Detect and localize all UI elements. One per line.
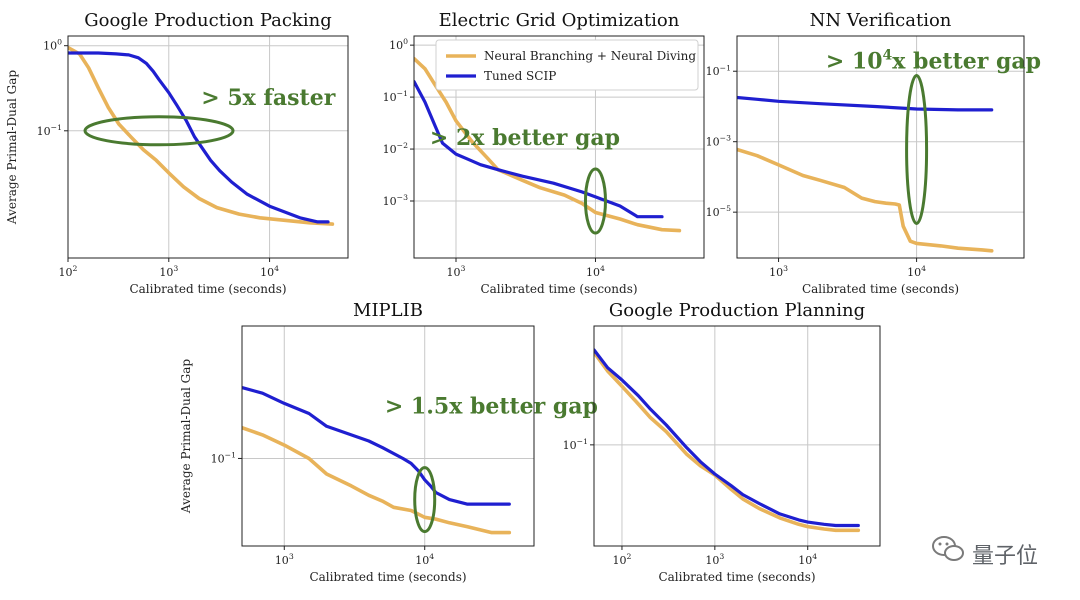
series-line-scip <box>414 79 664 219</box>
chart-miplib: 103 104 10−1 MIPLIB Calibrated time (seconds… <box>179 300 598 584</box>
x-tick-label: 104 <box>798 552 817 567</box>
y-tick-label: 10−1 <box>563 437 588 452</box>
panels-layer: 102 103 104 10−1 100 Google Production Packin… <box>5 10 1041 584</box>
y-axis-label: Average Primal-Dual Gap <box>179 359 193 515</box>
chart-planning: 102 103 104 10−1 Google Production Planning C… <box>563 300 881 584</box>
y-tick-label: 10−1 <box>37 123 62 138</box>
series-line-scip <box>737 95 994 112</box>
series-line-neural <box>414 56 682 233</box>
legend: Neural Branching + Neural Diving Tuned SC… <box>435 39 699 91</box>
chart-title: NN Verification <box>810 10 952 31</box>
plot-frame <box>593 325 881 547</box>
y-tick-label: 10−2 <box>383 141 408 156</box>
x-tick-label: 103 <box>275 552 294 567</box>
chart-grid: 103 104 10−3 10−2 10−1 100 Electric Grid Optim… <box>383 10 705 296</box>
x-tick-label: 103 <box>705 552 724 567</box>
y-tick-label: 10−1 <box>706 63 731 78</box>
x-axis-label: Calibrated time (seconds) <box>129 282 286 296</box>
series-line-neural <box>242 425 512 535</box>
watermark-text: 量子位 <box>972 544 1039 569</box>
x-tick-label: 102 <box>59 264 78 279</box>
x-tick-label: 104 <box>586 264 605 279</box>
chart-nnv: 103 104 10−5 10−3 10−1 NN Verification Calibra… <box>706 10 1041 296</box>
annotation-ellipse <box>83 115 235 147</box>
annotation-ellipse <box>905 74 929 226</box>
annotation-text: > 2x better gap <box>430 125 620 151</box>
y-tick-label: 10−1 <box>211 451 236 466</box>
series-line-scip <box>242 386 511 506</box>
chart-title: Google Production Packing <box>84 10 332 31</box>
x-axis-label: Calibrated time (seconds) <box>658 570 815 584</box>
annotation-text: > 5x faster <box>201 85 335 111</box>
y-axis-label: Average Primal-Dual Gap <box>5 70 19 226</box>
x-axis-label: Calibrated time (seconds) <box>480 282 637 296</box>
legend-label-scip: Tuned SCIP <box>484 69 556 83</box>
annotation-text: > 104x better gap <box>826 47 1041 74</box>
annotation-text: > 1.5x better gap <box>385 394 598 420</box>
annotation-ellipse <box>413 466 437 534</box>
series-line-scip <box>68 51 330 224</box>
plot-frame <box>241 325 535 547</box>
y-tick-label: 10−1 <box>383 89 408 104</box>
x-axis-label: Calibrated time (seconds) <box>802 282 959 296</box>
chart-title: Google Production Planning <box>609 300 865 321</box>
annotation-ellipse <box>583 167 607 235</box>
series-line-scip <box>594 348 860 528</box>
legend-label-neural: Neural Branching + Neural Diving <box>484 49 696 63</box>
x-tick-label: 104 <box>260 264 279 279</box>
legend-box <box>435 39 699 91</box>
y-tick-label: 100 <box>389 37 408 52</box>
plot-frame <box>736 35 1025 259</box>
plot-frame <box>67 35 349 259</box>
series-line-neural <box>68 45 335 226</box>
plot-frame <box>413 35 705 259</box>
x-tick-label: 103 <box>769 264 788 279</box>
chart-title: MIPLIB <box>353 300 423 321</box>
series-line-neural <box>737 147 994 253</box>
series-line-neural <box>594 350 861 533</box>
x-axis-label: Calibrated time (seconds) <box>309 570 466 584</box>
x-tick-label: 104 <box>907 264 926 279</box>
y-tick-label: 10−3 <box>706 134 731 149</box>
y-tick-label: 10−5 <box>706 204 731 219</box>
watermark: 量子位 <box>930 534 1070 574</box>
x-tick-label: 102 <box>613 552 632 567</box>
x-tick-label: 103 <box>159 264 178 279</box>
chart-title: Electric Grid Optimization <box>439 10 680 31</box>
chart-packing: 102 103 104 10−1 100 Google Production Packin… <box>5 10 349 296</box>
y-tick-label: 10−3 <box>383 193 408 208</box>
x-tick-label: 104 <box>415 552 434 567</box>
x-tick-label: 103 <box>447 264 466 279</box>
y-tick-label: 100 <box>43 38 62 53</box>
wechat-icon <box>932 536 964 561</box>
